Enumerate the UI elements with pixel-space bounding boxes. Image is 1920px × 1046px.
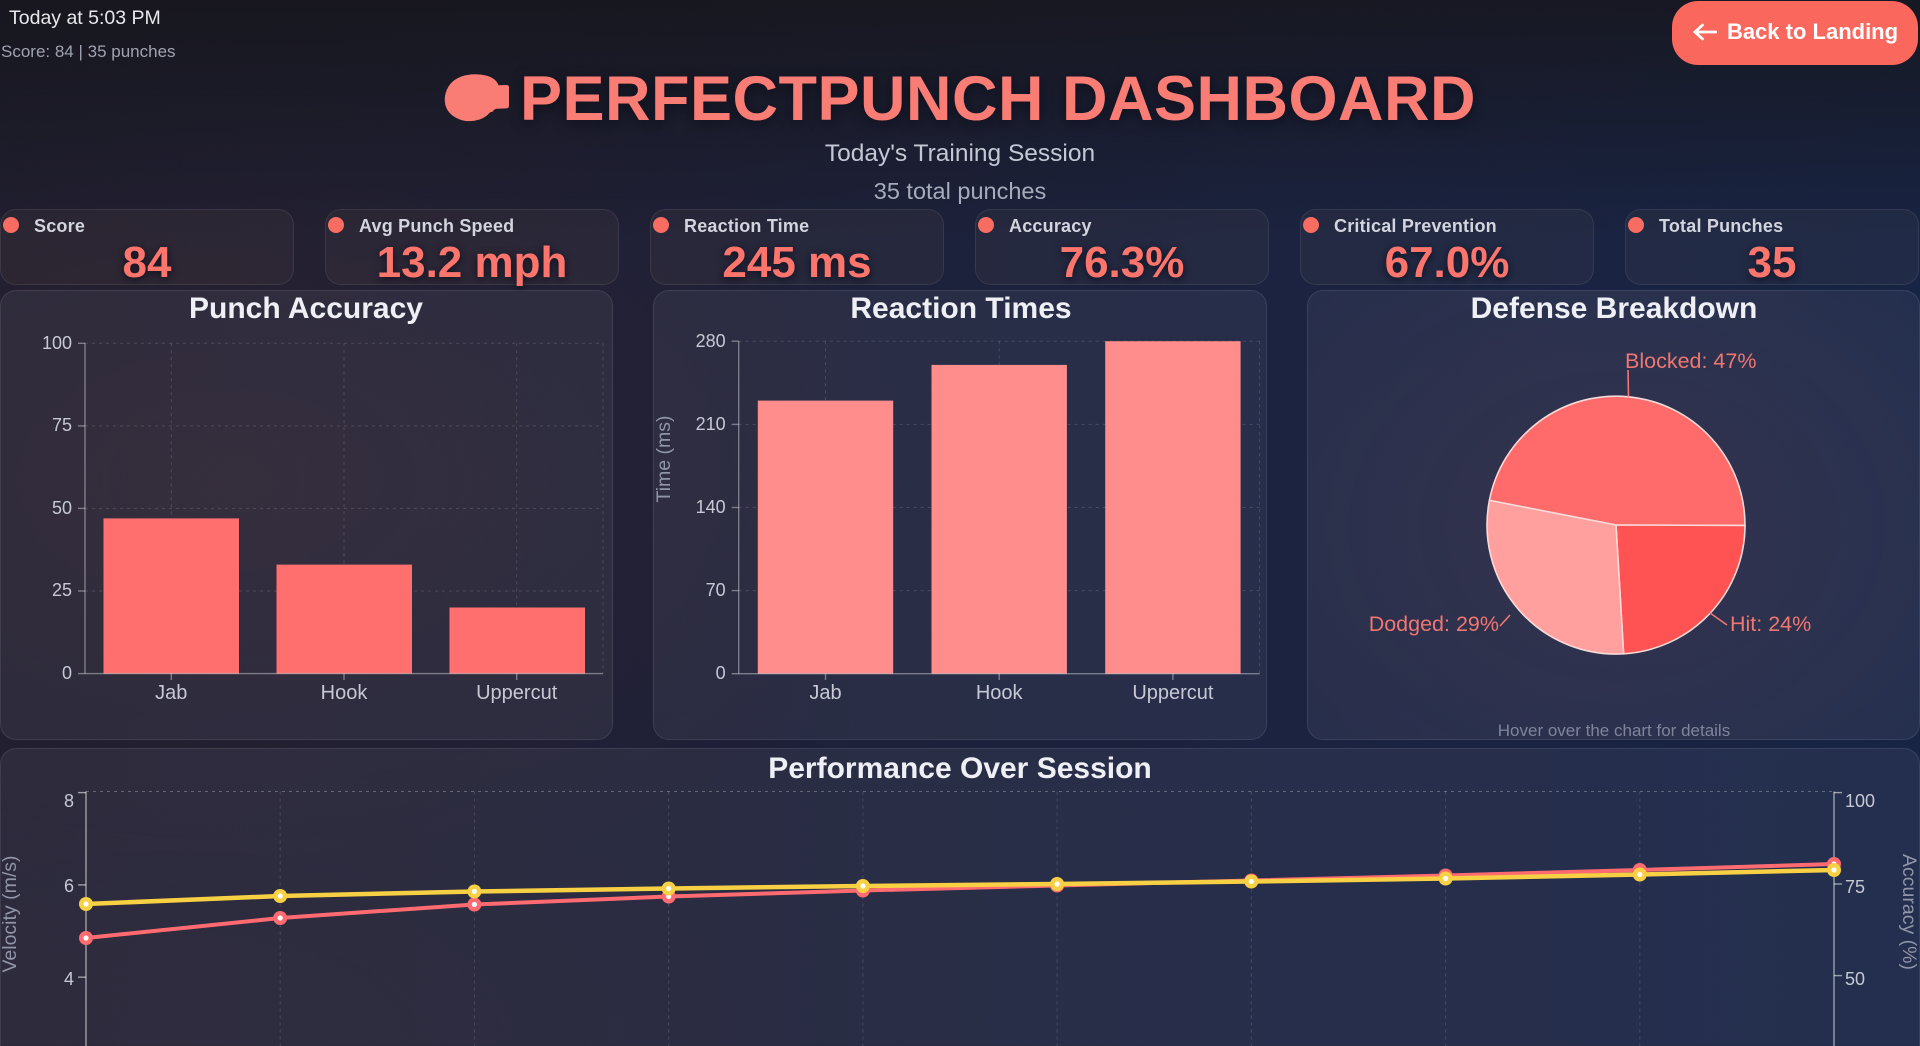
svg-text:0: 0 (62, 663, 72, 683)
svg-text:Jab: Jab (155, 682, 187, 704)
svg-text:Performance Over Session: Performance Over Session (768, 752, 1152, 785)
svg-text:Blocked: 47%: Blocked: 47% (1625, 349, 1756, 373)
svg-text:210: 210 (696, 414, 726, 434)
svg-text:0: 0 (716, 663, 726, 683)
svg-text:100: 100 (42, 333, 72, 353)
svg-text:100: 100 (1845, 791, 1875, 811)
svg-text:Dodged: 29%: Dodged: 29% (1369, 612, 1499, 636)
svg-text:Hit: 24%: Hit: 24% (1730, 612, 1811, 636)
svg-text:Time (ms): Time (ms) (653, 415, 675, 502)
svg-text:4: 4 (64, 969, 74, 989)
svg-text:Uppercut: Uppercut (1132, 682, 1214, 704)
svg-text:Jab: Jab (809, 682, 841, 704)
svg-text:Defense Breakdown: Defense Breakdown (1471, 292, 1758, 325)
svg-text:Velocity (m/s): Velocity (m/s) (0, 855, 21, 972)
svg-text:70: 70 (706, 580, 726, 600)
svg-text:Hover over the chart for detai: Hover over the chart for details (1498, 721, 1730, 740)
svg-text:280: 280 (696, 331, 726, 351)
svg-text:50: 50 (1845, 969, 1865, 989)
svg-text:6: 6 (64, 876, 74, 896)
svg-text:140: 140 (696, 497, 726, 517)
svg-text:50: 50 (52, 498, 72, 518)
svg-text:Reaction Times: Reaction Times (850, 292, 1071, 325)
svg-text:Hook: Hook (976, 682, 1024, 704)
svg-text:Accuracy (%): Accuracy (%) (1898, 854, 1920, 970)
svg-text:25: 25 (52, 580, 72, 600)
svg-text:8: 8 (64, 791, 74, 811)
svg-text:75: 75 (52, 415, 72, 435)
svg-text:Uppercut: Uppercut (476, 682, 558, 704)
svg-text:Hook: Hook (321, 682, 369, 704)
svg-text:75: 75 (1845, 877, 1865, 897)
svg-text:Punch Accuracy: Punch Accuracy (189, 292, 423, 325)
